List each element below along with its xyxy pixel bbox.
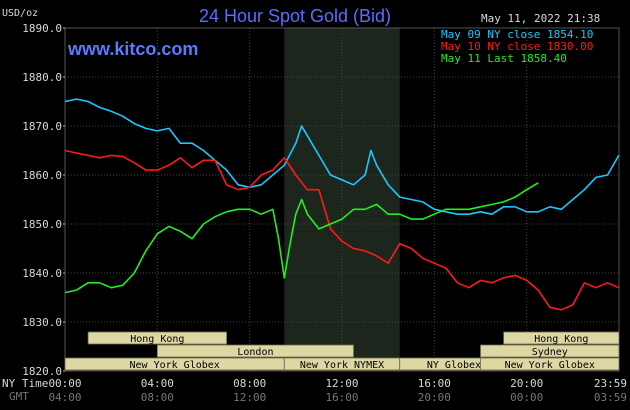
y-tick-label: 1860.0 <box>22 169 62 182</box>
series-group <box>64 98 620 311</box>
y-tick-label: 1850.0 <box>22 218 62 231</box>
market-session-bar <box>156 344 354 358</box>
x-tick-label-gmt: 16:00 <box>325 391 358 404</box>
gmt-row-label: GMT <box>9 390 29 403</box>
x-axis: 00:00 04:00 08:00 12:00 16:00 20:00 23:5904:00… <box>48 377 627 404</box>
x-tick-label-gmt: 00:00 <box>510 391 543 404</box>
plot-frame <box>64 27 620 372</box>
legend-entry-may10: May 10 NY close 1830.00 <box>441 40 593 53</box>
x-tick-label-gmt: 08:00 <box>141 391 174 404</box>
x-tick-label-gmt: 04:00 <box>48 391 81 404</box>
market-session-label: New York NYMEX <box>300 360 384 371</box>
market-session-bar <box>480 344 620 358</box>
y-tick-label: 1830.0 <box>22 316 62 329</box>
x-tick-label-ny: 04:00 <box>141 377 174 390</box>
market-session-label: Sydney <box>532 347 568 358</box>
y-unit-label: USD/oz <box>2 8 38 19</box>
market-sessions: Hong Kong London New York Globex New York N… <box>64 331 620 371</box>
x-tick-label-gmt: 12:00 <box>233 391 266 404</box>
market-session-label: London <box>237 347 273 358</box>
y-tick-label: 1880.0 <box>22 71 62 84</box>
legend-entry-may11: May 11 Last 1858.40 <box>441 52 567 65</box>
legend-entry-may09: May 09 NY close 1854.10 <box>441 28 593 41</box>
x-tick-label-gmt: 03:59 <box>594 391 627 404</box>
chart-title: 24 Hour Spot Gold (Bid) <box>199 6 391 26</box>
series-line-0 <box>64 98 620 215</box>
market-session-label: New York Globex <box>505 360 595 371</box>
market-session-bar <box>503 331 620 345</box>
market-session-label: Hong Kong <box>130 334 184 345</box>
market-session-label: Hong Kong <box>534 334 588 345</box>
x-tick-label-ny: 16:00 <box>418 377 451 390</box>
site-watermark[interactable]: www.kitco.com <box>67 39 198 59</box>
x-tick-label-ny: 00:00 <box>48 377 81 390</box>
grid <box>64 27 620 372</box>
y-axis: 1890.0 1880.0 1870.0 1860.0 1850.0 1840.0 1830… <box>22 22 65 378</box>
market-session-bar <box>480 357 620 371</box>
x-tick-label-ny: 08:00 <box>233 377 266 390</box>
legend: May 09 NY close 1854.10 May 10 NY close … <box>441 28 593 65</box>
series-line-1 <box>64 149 620 311</box>
series-line-2 <box>64 182 539 294</box>
x-tick-label-ny: 12:00 <box>325 377 358 390</box>
y-tick-label: 1840.0 <box>22 267 62 280</box>
y-tick-label: 1890.0 <box>22 22 62 35</box>
y-tick-label: 1870.0 <box>22 120 62 133</box>
x-tick-label-ny: 23:59 <box>594 377 627 390</box>
timestamp: May 11, 2022 21:38 <box>481 12 600 25</box>
x-tick-label-ny: 20:00 <box>510 377 543 390</box>
ny-time-row-label: NY Time <box>2 377 48 390</box>
x-tick-label-gmt: 20:00 <box>418 391 451 404</box>
y-tick-label: 1820.0 <box>22 365 62 378</box>
market-session-bar <box>87 331 227 345</box>
market-session-label: New York Globex <box>129 360 219 371</box>
market-session-label: NY Globex <box>427 360 481 371</box>
